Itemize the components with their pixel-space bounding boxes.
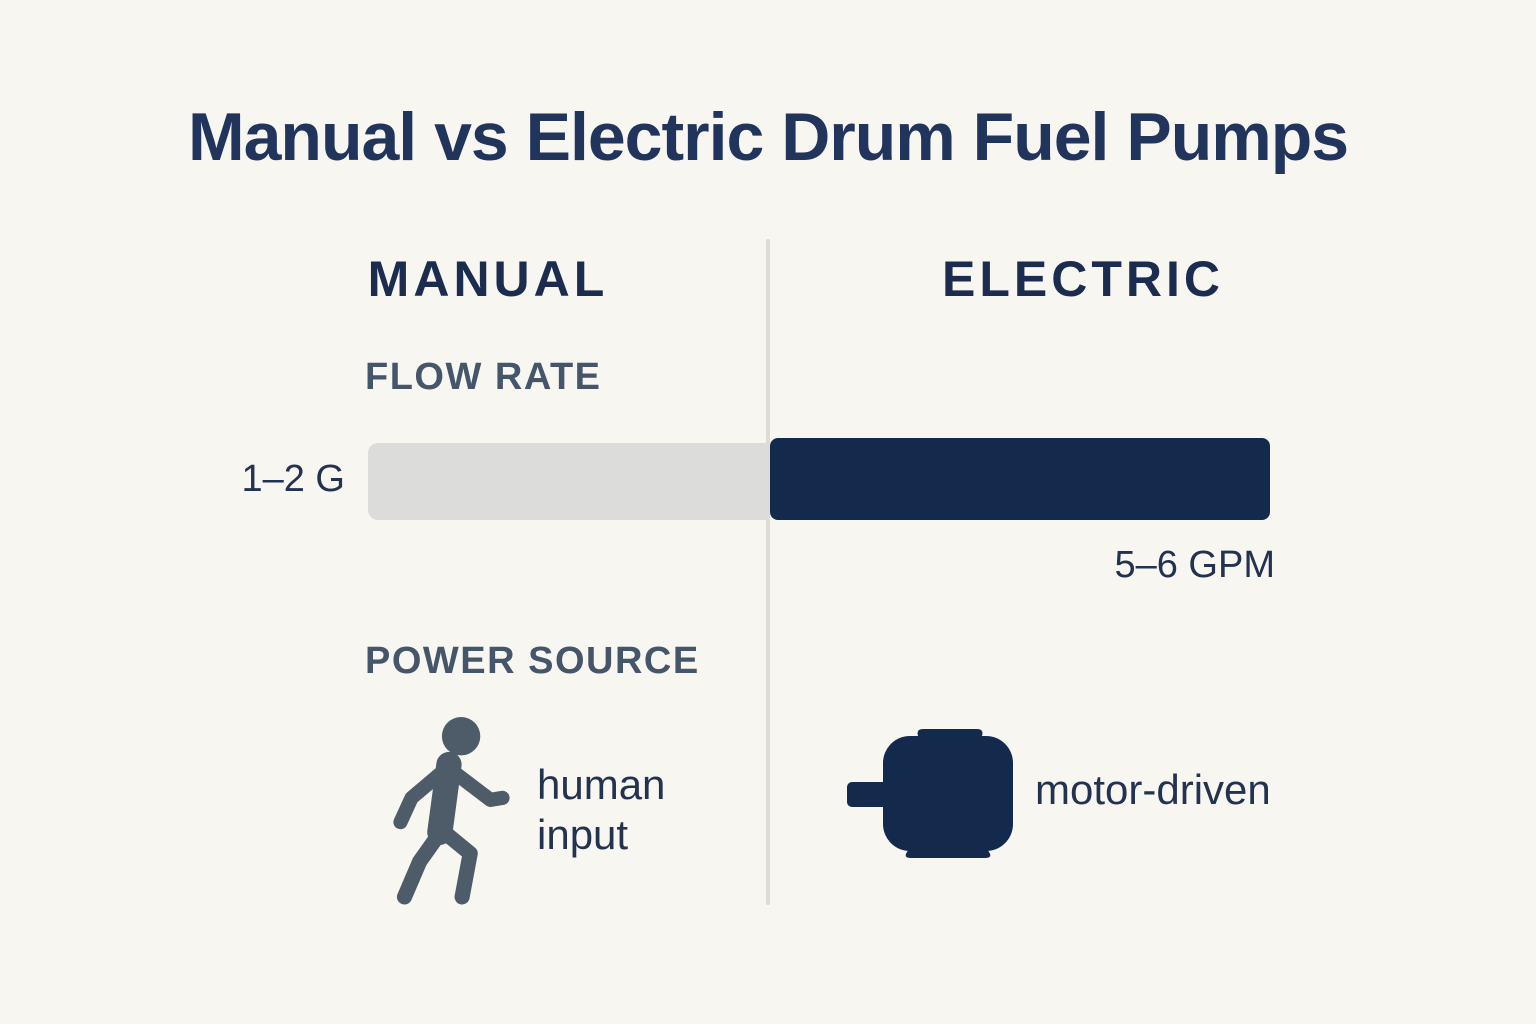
manual-power-source-label: human input xyxy=(537,761,666,858)
electric-flow-rate-bar xyxy=(770,438,1270,520)
electric-motor-icon xyxy=(845,724,1017,862)
electric-flow-rate-value: 5–6 GPM xyxy=(1114,544,1275,586)
walking-person-icon xyxy=(390,714,514,906)
manual-flow-rate-bar xyxy=(368,443,770,520)
column-header-electric: ELECTRIC xyxy=(942,251,1224,307)
electric-power-source-label: motor-driven xyxy=(1035,766,1271,813)
power-source-section-label: POWER SOURCE xyxy=(365,640,700,682)
flow-rate-section-label: FLOW RATE xyxy=(365,356,602,398)
manual-flow-rate-value: 1–2 G xyxy=(241,458,345,500)
column-divider-line xyxy=(766,239,770,905)
page-title: Manual vs Electric Drum Fuel Pumps xyxy=(187,99,1349,175)
column-header-manual: MANUAL xyxy=(367,251,609,307)
